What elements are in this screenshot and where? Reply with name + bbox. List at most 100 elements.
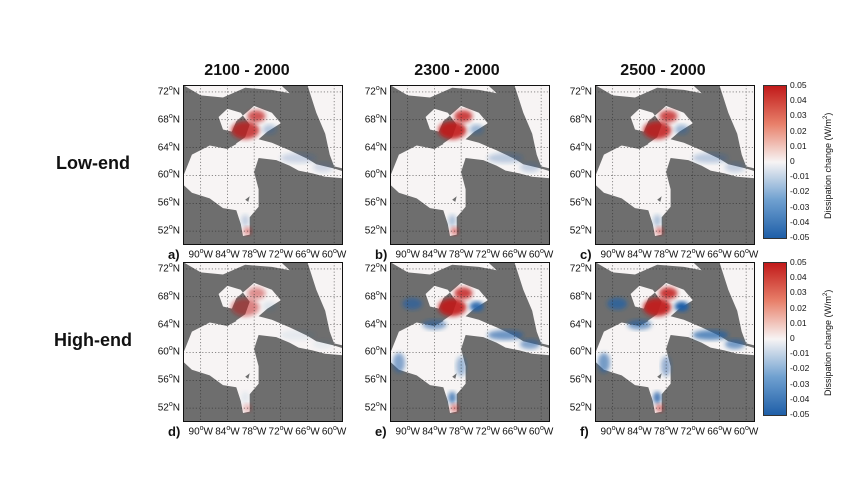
colorbar-tick-label: 0.01 bbox=[790, 140, 807, 151]
panel-letter: f) bbox=[580, 424, 589, 439]
colorbar-tick-label: 0.04 bbox=[790, 272, 807, 283]
lat-tick-label: 64oN bbox=[364, 317, 387, 330]
belcher-islands bbox=[452, 196, 457, 202]
lon-tick-label: 90oW bbox=[395, 425, 421, 438]
lon-tick-label: 72oW bbox=[475, 248, 501, 261]
southampton-island bbox=[218, 310, 237, 326]
colorbar-tick-label: -0.02 bbox=[790, 186, 810, 197]
southampton-island bbox=[218, 133, 237, 149]
lon-tick-label: 78oW bbox=[653, 248, 679, 261]
map-panel-6 bbox=[595, 262, 755, 422]
anomaly-blob bbox=[659, 287, 678, 300]
lon-tick-label: 90oW bbox=[188, 248, 214, 261]
lat-tick-label: 52oN bbox=[364, 401, 387, 414]
lat-tick-label: 72oN bbox=[569, 84, 592, 98]
lat-tick-label: 72oN bbox=[569, 261, 592, 275]
anomaly-blob bbox=[659, 110, 678, 123]
lat-tick-label: 68oN bbox=[569, 289, 592, 303]
lat-tick-label: 52oN bbox=[569, 401, 592, 414]
colorbar-tick-label: -0.03 bbox=[790, 378, 810, 389]
lon-tick-label: 84oW bbox=[627, 248, 652, 261]
lon-tick-label: 66oW bbox=[502, 248, 527, 261]
colorbar-label: Dissipation change (W/m2) bbox=[823, 112, 833, 219]
panel-border bbox=[183, 85, 343, 245]
colorbar-tick-label: -0.04 bbox=[790, 393, 810, 404]
map-panel-svg bbox=[595, 85, 755, 245]
lat-tick-label: 68oN bbox=[364, 112, 387, 126]
anomaly-blob bbox=[456, 356, 467, 377]
lat-tick-label: 56oN bbox=[569, 373, 592, 386]
lat-tick-label: 56oN bbox=[364, 373, 387, 386]
colorbar-tick-label: -0.04 bbox=[790, 216, 810, 227]
belcher-islands bbox=[245, 373, 250, 379]
arctic-channels bbox=[595, 85, 702, 98]
belcher-islands bbox=[657, 373, 662, 379]
lat-tick-label: 52oN bbox=[364, 224, 387, 237]
colorbar-tick-label: 0.03 bbox=[790, 287, 807, 298]
anomaly-blob bbox=[313, 339, 333, 350]
southampton-island bbox=[630, 133, 649, 149]
lat-tick-label: 56oN bbox=[364, 196, 387, 209]
lon-tick-label: 72oW bbox=[475, 425, 501, 438]
map-panel-4 bbox=[183, 262, 343, 422]
panel-border bbox=[390, 85, 550, 245]
lat-tick-label: 72oN bbox=[157, 261, 180, 275]
map-panel-svg bbox=[183, 85, 343, 245]
anomaly-blob bbox=[643, 121, 672, 140]
anomaly-blob bbox=[313, 162, 333, 173]
panel-border bbox=[595, 262, 755, 422]
hudson-bay bbox=[390, 105, 550, 236]
colorbar-tick-label: -0.01 bbox=[790, 348, 810, 359]
column-title-1: 2100 - 2000 bbox=[204, 62, 290, 79]
arctic-channels bbox=[390, 85, 497, 98]
lat-tick-label: 64oN bbox=[569, 140, 592, 153]
map-panel-svg bbox=[183, 262, 343, 422]
lat-tick-label: 56oN bbox=[157, 373, 180, 386]
colorbar-tick-label: 0.03 bbox=[790, 110, 807, 121]
anomaly-blob bbox=[438, 298, 467, 317]
lon-tick-label: 90oW bbox=[395, 248, 421, 261]
panel-letter: a) bbox=[168, 247, 180, 262]
belcher-islands bbox=[452, 373, 457, 379]
lon-tick-label: 90oW bbox=[600, 248, 626, 261]
lat-tick-label: 64oN bbox=[569, 317, 592, 330]
lat-tick-label: 60oN bbox=[569, 168, 592, 181]
anomaly-blob bbox=[454, 110, 473, 123]
lat-tick-label: 68oN bbox=[364, 289, 387, 303]
colorbar-tick-label: 0.02 bbox=[790, 302, 807, 313]
anomaly-blob bbox=[280, 153, 317, 164]
lat-tick-label: 68oN bbox=[157, 289, 180, 303]
lon-tick-label: 66oW bbox=[707, 248, 732, 261]
anomaly-blob bbox=[653, 391, 662, 404]
colorbar-tick-label: 0.04 bbox=[790, 95, 807, 106]
map-panel-3 bbox=[595, 85, 755, 245]
lat-tick-label: 56oN bbox=[569, 196, 592, 209]
arctic-channels bbox=[183, 85, 290, 98]
lon-tick-label: 66oW bbox=[295, 248, 320, 261]
map-panel-svg bbox=[595, 262, 755, 422]
colorbar-1 bbox=[763, 85, 787, 239]
anomaly-blob bbox=[653, 214, 662, 227]
hudson-bay bbox=[390, 282, 550, 413]
arctic-channels bbox=[390, 262, 497, 275]
anomaly-blob bbox=[402, 297, 423, 310]
lon-tick-label: 60oW bbox=[733, 248, 759, 261]
anomaly-blob bbox=[487, 330, 524, 341]
anomaly-blob bbox=[674, 124, 689, 135]
lat-tick-label: 60oN bbox=[569, 345, 592, 358]
hudson-bay bbox=[595, 105, 755, 236]
hudson-bay bbox=[595, 282, 755, 413]
lon-tick-label: 90oW bbox=[188, 425, 214, 438]
map-panel-svg bbox=[390, 85, 550, 245]
lon-tick-label: 66oW bbox=[295, 425, 320, 438]
lon-tick-label: 78oW bbox=[653, 425, 679, 438]
lon-tick-label: 78oW bbox=[448, 248, 474, 261]
lat-tick-label: 64oN bbox=[157, 317, 180, 330]
anomaly-blob bbox=[627, 319, 652, 330]
lon-tick-label: 90oW bbox=[600, 425, 626, 438]
anomaly-blob bbox=[438, 121, 467, 140]
lon-tick-label: 66oW bbox=[502, 425, 527, 438]
southampton-island bbox=[425, 133, 444, 149]
lat-tick-label: 68oN bbox=[157, 112, 180, 126]
lat-tick-label: 72oN bbox=[364, 261, 387, 275]
